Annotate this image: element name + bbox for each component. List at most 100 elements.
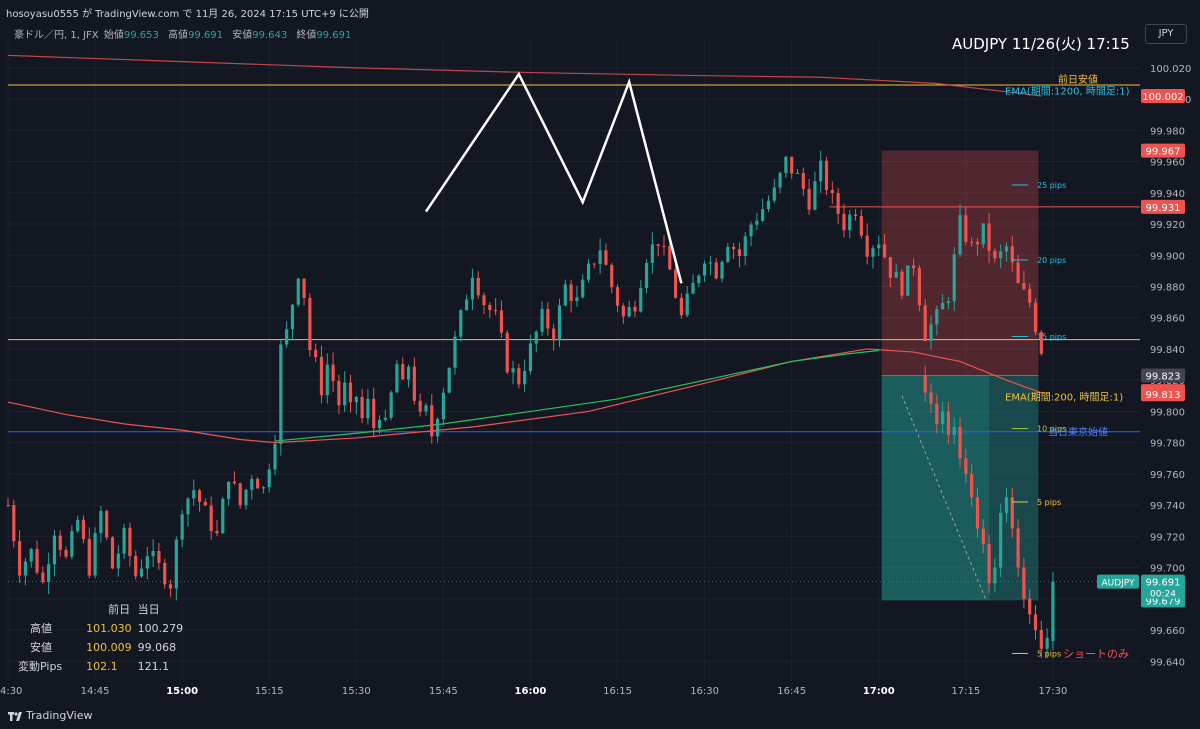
candle[interactable] bbox=[749, 224, 753, 237]
candle[interactable] bbox=[441, 392, 445, 420]
candle[interactable] bbox=[192, 490, 196, 499]
candle[interactable] bbox=[523, 370, 527, 385]
candle[interactable] bbox=[819, 160, 823, 182]
candle[interactable] bbox=[644, 262, 649, 288]
candle[interactable] bbox=[958, 215, 962, 255]
candle[interactable] bbox=[122, 527, 126, 554]
candle[interactable] bbox=[946, 411, 951, 435]
candle[interactable] bbox=[964, 215, 968, 242]
candle[interactable] bbox=[865, 235, 869, 257]
candle[interactable] bbox=[824, 160, 829, 191]
candle[interactable] bbox=[209, 505, 213, 532]
candle[interactable] bbox=[633, 306, 637, 312]
candle[interactable] bbox=[534, 331, 538, 344]
candle[interactable] bbox=[424, 405, 428, 412]
candle[interactable] bbox=[52, 535, 57, 565]
candle[interactable] bbox=[99, 510, 103, 534]
candle[interactable] bbox=[459, 310, 463, 337]
candle[interactable] bbox=[906, 265, 910, 296]
candle[interactable] bbox=[1010, 497, 1014, 529]
candle[interactable] bbox=[261, 487, 266, 489]
candle[interactable] bbox=[999, 512, 1003, 568]
candle[interactable] bbox=[813, 181, 817, 210]
candle[interactable] bbox=[912, 265, 916, 269]
candle[interactable] bbox=[203, 501, 207, 506]
candle[interactable] bbox=[1033, 302, 1038, 333]
candle[interactable] bbox=[447, 367, 451, 393]
candle[interactable] bbox=[308, 297, 312, 351]
candle[interactable] bbox=[6, 505, 10, 507]
currency-button[interactable]: JPY bbox=[1145, 24, 1187, 44]
candle[interactable] bbox=[778, 172, 782, 188]
candle[interactable] bbox=[929, 324, 933, 341]
candle[interactable] bbox=[372, 398, 376, 429]
price-tag[interactable] bbox=[1141, 368, 1185, 383]
candle[interactable] bbox=[302, 278, 306, 298]
candle[interactable] bbox=[348, 382, 353, 403]
candle[interactable] bbox=[58, 535, 62, 550]
candle[interactable] bbox=[993, 567, 997, 584]
candle[interactable] bbox=[784, 156, 788, 173]
candle[interactable] bbox=[668, 245, 672, 270]
candle[interactable] bbox=[981, 223, 985, 245]
candle[interactable] bbox=[1022, 282, 1026, 289]
candle[interactable] bbox=[871, 248, 875, 257]
candle[interactable] bbox=[952, 427, 956, 435]
candle[interactable] bbox=[238, 483, 242, 506]
candle[interactable] bbox=[47, 564, 51, 583]
candle[interactable] bbox=[790, 156, 794, 174]
candle[interactable] bbox=[627, 306, 631, 317]
candle[interactable] bbox=[941, 302, 945, 310]
candle[interactable] bbox=[720, 261, 724, 279]
candle[interactable] bbox=[987, 223, 991, 251]
candle[interactable] bbox=[935, 403, 939, 424]
candle[interactable] bbox=[801, 172, 805, 189]
candle[interactable] bbox=[882, 244, 887, 258]
candle[interactable] bbox=[395, 364, 399, 393]
candle[interactable] bbox=[23, 561, 28, 576]
candle[interactable] bbox=[319, 356, 324, 396]
candle[interactable] bbox=[418, 400, 422, 412]
candle[interactable] bbox=[772, 187, 776, 201]
candle[interactable] bbox=[296, 278, 300, 305]
candle[interactable] bbox=[285, 329, 289, 345]
candle[interactable] bbox=[888, 257, 892, 278]
candle[interactable] bbox=[488, 305, 492, 311]
candle[interactable] bbox=[244, 489, 248, 506]
candle[interactable] bbox=[540, 309, 544, 332]
candle[interactable] bbox=[76, 519, 80, 532]
candle[interactable] bbox=[732, 246, 736, 250]
candle[interactable] bbox=[964, 458, 968, 474]
candle[interactable] bbox=[877, 244, 881, 249]
candle[interactable] bbox=[1016, 262, 1020, 283]
candle[interactable] bbox=[923, 375, 927, 393]
candle[interactable] bbox=[465, 299, 469, 311]
candle[interactable] bbox=[250, 478, 254, 490]
candle[interactable] bbox=[1028, 598, 1032, 615]
candle[interactable] bbox=[377, 419, 382, 429]
candle[interactable] bbox=[673, 269, 678, 298]
candle[interactable] bbox=[389, 392, 393, 418]
candle[interactable] bbox=[470, 277, 475, 300]
candle[interactable] bbox=[987, 544, 991, 584]
candle[interactable] bbox=[708, 262, 713, 264]
candle[interactable] bbox=[761, 209, 765, 221]
candle[interactable] bbox=[795, 172, 800, 174]
candle[interactable] bbox=[105, 510, 109, 538]
candle[interactable] bbox=[226, 481, 231, 499]
candle[interactable] bbox=[1004, 497, 1009, 513]
candle[interactable] bbox=[331, 364, 335, 381]
candle[interactable] bbox=[900, 271, 904, 296]
candle[interactable] bbox=[1039, 332, 1043, 354]
candle[interactable] bbox=[1016, 528, 1020, 568]
tradingview-logo[interactable]: TradingView bbox=[8, 709, 92, 722]
candle[interactable] bbox=[215, 531, 219, 534]
candle[interactable] bbox=[29, 549, 33, 562]
double-top-drawing[interactable] bbox=[424, 71, 683, 284]
candle[interactable] bbox=[848, 214, 852, 231]
candle[interactable] bbox=[859, 216, 863, 236]
candle[interactable] bbox=[168, 584, 173, 589]
candle[interactable] bbox=[180, 514, 184, 540]
candle[interactable] bbox=[528, 343, 533, 371]
